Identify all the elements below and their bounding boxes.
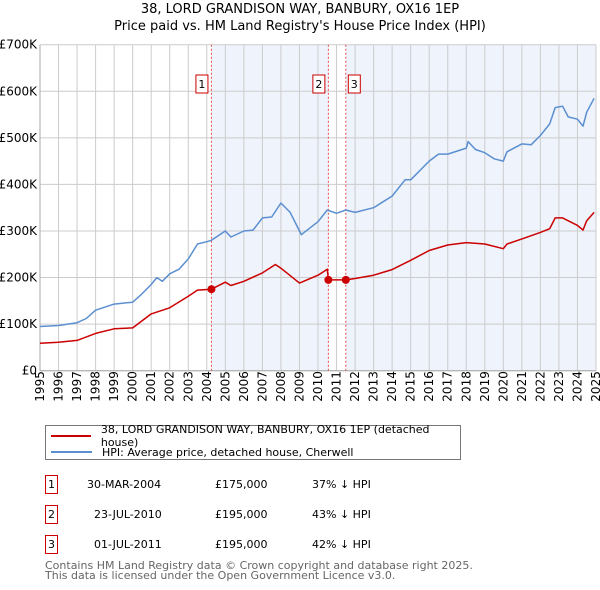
x-tick-label: 2017	[441, 371, 455, 402]
y-tick-label: £600K	[0, 84, 38, 98]
legend-swatch-property	[51, 435, 91, 437]
x-tick-label: 2025	[589, 371, 600, 402]
y-tick-label: £400K	[0, 177, 38, 191]
hpi-line	[39, 97, 595, 328]
legend-item-property: 38, LORD GRANDISON WAY, BANBURY, OX16 1E…	[51, 423, 460, 449]
x-tick-label: 2011	[330, 371, 344, 402]
x-tick-label: 1997	[70, 371, 84, 402]
y-tick-label: £500K	[0, 131, 38, 145]
x-tick-label: 2009	[292, 371, 306, 402]
chart-subtitle: Price paid vs. HM Land Registry's House …	[114, 19, 486, 34]
sale-marker-label: 2	[45, 505, 58, 524]
sale-date: 01-JUL-2011	[94, 538, 162, 551]
y-tick-label: £700K	[0, 38, 38, 52]
legend-label-property: 38, LORD GRANDISON WAY, BANBURY, OX16 1E…	[100, 423, 430, 449]
footer-copyright: Contains HM Land Registry data © Crown c…	[45, 559, 473, 572]
sale-marker-label: 1	[45, 475, 58, 494]
sale-marker-label: 3	[351, 78, 358, 91]
x-tick-label: 2006	[237, 371, 251, 402]
sale-price: £195,000	[215, 508, 268, 521]
legend-item-hpi: HPI: Average price, detached house, Cher…	[51, 444, 353, 460]
x-tick-label: 2000	[126, 371, 140, 402]
x-tick-label: 2010	[311, 371, 325, 402]
sale-marker-label: 2	[315, 78, 322, 91]
sale-price: £175,000	[215, 478, 268, 491]
sale-marker-box	[195, 74, 209, 94]
x-tick-label: 2005	[218, 371, 232, 402]
x-tick-label: 2008	[274, 371, 288, 402]
sale-point	[324, 275, 333, 284]
sale-hpi-diff: 43% ↓ HPI	[312, 508, 371, 521]
y-tick-label: £200K	[0, 271, 38, 285]
x-tick-label: 1998	[89, 371, 103, 402]
sale-price: £195,000	[215, 538, 268, 551]
sale-point	[207, 285, 216, 294]
y-tick-label: £100K	[0, 317, 38, 331]
legend-swatch-hpi	[51, 451, 92, 453]
shaded-region	[211, 44, 329, 371]
footer-licence: This data is licensed under the Open Gov…	[45, 569, 396, 582]
x-tick-label: 1995	[33, 371, 47, 402]
x-tick-label: 2014	[385, 371, 399, 402]
sale-hpi-diff: 42% ↓ HPI	[312, 538, 371, 551]
sale-date: 23-JUL-2010	[94, 508, 162, 521]
x-tick-label: 2024	[570, 371, 584, 402]
x-tick-label: 2023	[552, 371, 566, 402]
x-tick-label: 2003	[181, 371, 195, 402]
sale-hpi-diff: 37% ↓ HPI	[312, 478, 371, 491]
sale-date: 30-MAR-2004	[87, 478, 162, 491]
sale-point	[341, 275, 350, 284]
x-tick-label: 1999	[107, 371, 121, 402]
chart-title: 38, LORD GRANDISON WAY, BANBURY, OX16 1E…	[140, 2, 460, 17]
x-tick-label: 2020	[496, 371, 510, 402]
x-tick-label: 2018	[459, 371, 473, 402]
sale-marker-label: 1	[198, 78, 205, 91]
sale-marker-box	[312, 74, 326, 94]
x-tick-label: 2013	[367, 371, 381, 402]
x-tick-label: 2001	[144, 371, 158, 402]
legend-label-hpi: HPI: Average price, detached house, Cher…	[102, 445, 354, 459]
shaded-region	[345, 44, 596, 371]
sale-marker-label: 3	[45, 535, 58, 554]
x-tick-label: 2004	[200, 371, 214, 402]
x-tick-label: 2021	[515, 371, 529, 402]
x-tick-label: 2002	[163, 371, 177, 402]
line-chart: 1995 1996 1997 1998 1999 2000 2001 2002 2003 2004…	[0, 38, 600, 402]
property-price-line	[39, 211, 595, 344]
x-tick-label: 2015	[404, 371, 418, 402]
y-tick-label: £300K	[0, 224, 38, 238]
y-tick-label: £0	[22, 364, 37, 378]
x-tick-label: 2019	[478, 371, 492, 402]
x-tick-label: 1996	[52, 371, 66, 402]
x-tick-label: 2022	[533, 371, 547, 402]
sale-marker-box	[347, 74, 361, 94]
x-tick-label: 2007	[255, 371, 269, 402]
legend: 38, LORD GRANDISON WAY, BANBURY, OX16 1E…	[45, 423, 461, 460]
x-tick-label: 2012	[348, 371, 362, 402]
x-tick-label: 2016	[422, 371, 436, 402]
